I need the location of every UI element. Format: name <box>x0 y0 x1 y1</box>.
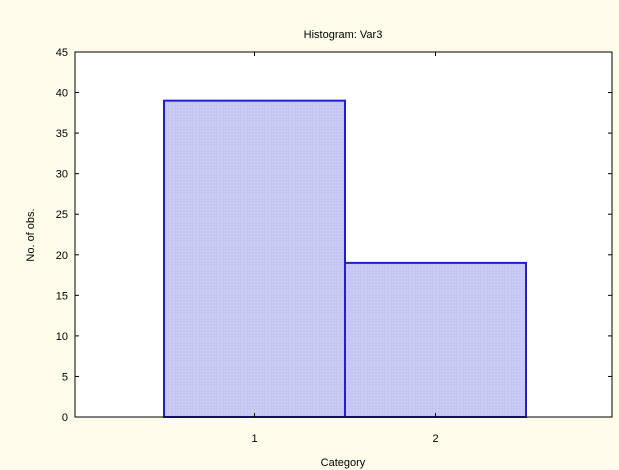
y-axis-ticks: 0 5 10 15 20 25 30 35 40 45 <box>56 47 612 424</box>
y-tick-label: 40 <box>56 88 68 100</box>
y-axis-label: No. of obs. <box>25 208 37 261</box>
bar-category-2 <box>344 261 527 418</box>
y-tick-label: 0 <box>62 412 68 424</box>
y-tick-label: 25 <box>56 209 68 221</box>
y-tick-label: 15 <box>56 290 68 302</box>
plot-frame <box>74 51 613 418</box>
y-tick-label: 5 <box>62 371 68 383</box>
y-tick-label: 30 <box>56 169 68 181</box>
x-axis-label: Category <box>321 457 366 469</box>
bar-category-1 <box>163 99 346 419</box>
x-tick-label: 2 <box>432 433 438 445</box>
y-tick-label: 20 <box>56 250 68 262</box>
y-tick-label: 10 <box>56 331 68 343</box>
x-tick-label: 1 <box>251 433 257 445</box>
chart-title: Histogram: Var3 <box>304 29 383 41</box>
y-tick-label: 35 <box>56 128 68 140</box>
bars-group <box>163 99 527 419</box>
y-tick-label: 45 <box>56 47 68 59</box>
